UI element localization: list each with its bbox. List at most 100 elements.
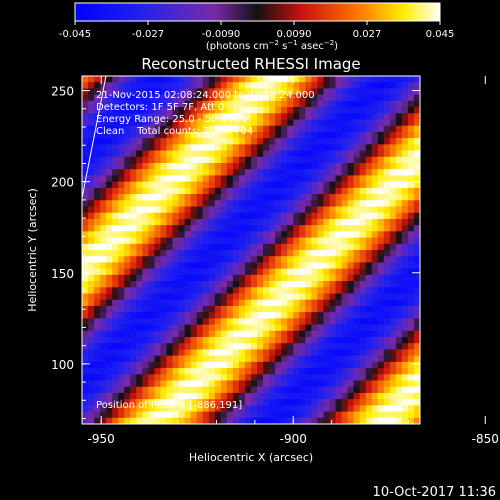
heat-cell xyxy=(238,169,246,177)
heat-cell xyxy=(202,299,210,307)
heat-cell xyxy=(311,194,318,201)
heat-cell xyxy=(112,256,119,264)
heat-cell xyxy=(341,318,349,326)
heat-cell xyxy=(190,125,198,133)
heat-cell xyxy=(82,380,89,388)
heat-cell xyxy=(323,243,331,251)
heat-cell xyxy=(311,262,318,270)
heat-cell xyxy=(269,417,276,424)
heat-cell xyxy=(347,318,355,326)
heat-cell xyxy=(106,312,113,319)
heat-cell xyxy=(148,386,156,394)
heat-cell xyxy=(172,231,180,239)
heat-cell xyxy=(172,256,180,264)
heat-cell xyxy=(383,337,391,344)
heat-cell xyxy=(196,268,204,276)
heat-cell xyxy=(281,212,288,220)
heat-cell xyxy=(317,156,325,164)
heat-cell xyxy=(160,324,168,332)
heat-cell xyxy=(154,380,162,388)
heat-cell xyxy=(238,374,246,382)
heat-cell xyxy=(263,337,270,344)
heat-cell xyxy=(383,156,391,164)
heat-cell xyxy=(371,281,379,288)
heat-cell xyxy=(106,380,113,388)
heat-cell xyxy=(184,312,192,319)
heat-cell xyxy=(275,169,282,177)
heat-cell xyxy=(94,218,101,226)
heat-cell xyxy=(389,218,397,226)
heat-cell xyxy=(130,175,137,183)
heat-cell xyxy=(347,100,355,108)
heat-cell xyxy=(311,380,318,388)
heat-cell xyxy=(371,169,379,177)
heat-cell xyxy=(365,150,373,158)
heat-cell xyxy=(365,225,373,232)
heat-cell xyxy=(365,243,373,251)
heat-cell xyxy=(136,163,143,170)
heat-cell xyxy=(389,305,397,313)
heat-cell xyxy=(172,405,180,413)
heat-cell xyxy=(154,200,162,208)
heat-cell xyxy=(106,187,113,195)
heat-cell xyxy=(395,411,403,419)
heat-cell xyxy=(190,417,198,424)
heat-cell xyxy=(118,250,125,257)
heat-cell xyxy=(130,138,137,145)
heat-cell xyxy=(148,417,156,424)
heat-cell xyxy=(172,163,180,170)
heat-cell xyxy=(317,76,325,83)
heat-cell xyxy=(226,200,234,208)
heat-cell xyxy=(94,119,101,127)
heat-cell xyxy=(311,100,318,108)
heat-cell xyxy=(329,107,337,114)
heat-cell xyxy=(244,82,252,90)
heat-cell xyxy=(365,361,373,369)
heat-cell xyxy=(190,231,198,239)
heat-cell xyxy=(305,113,312,121)
heat-cell xyxy=(148,113,156,121)
heat-cell xyxy=(130,212,137,220)
heat-cell xyxy=(299,374,306,382)
heat-cell xyxy=(335,88,343,96)
heat-cell xyxy=(323,138,331,145)
heat-cell xyxy=(172,343,180,351)
heat-cell xyxy=(190,107,198,114)
heat-cell xyxy=(329,355,337,363)
heat-cell xyxy=(329,231,337,239)
heat-cell xyxy=(172,349,180,357)
heat-cell xyxy=(329,349,337,357)
heat-cell xyxy=(142,169,149,177)
heat-cell xyxy=(208,218,216,226)
heat-cell xyxy=(269,349,276,357)
heat-cell xyxy=(124,131,131,139)
heat-cell xyxy=(118,144,125,152)
heat-cell xyxy=(118,361,125,369)
heat-cell xyxy=(160,76,168,83)
heat-cell xyxy=(148,355,156,363)
heat-cell xyxy=(407,187,415,195)
heat-cell xyxy=(232,361,240,369)
heat-cell xyxy=(166,212,174,220)
heat-cell xyxy=(88,94,95,102)
heat-cell xyxy=(299,206,306,214)
heat-cell xyxy=(148,349,156,357)
heat-cell xyxy=(251,243,258,251)
heat-cell xyxy=(293,200,300,208)
heat-cell xyxy=(269,187,276,195)
heat-cell xyxy=(371,287,379,295)
heat-cell xyxy=(136,113,143,121)
marker-point xyxy=(494,371,499,376)
heat-cell xyxy=(371,138,379,145)
heat-cell xyxy=(184,131,192,139)
heat-cell xyxy=(353,368,361,375)
heat-cell xyxy=(178,361,186,369)
heat-cell xyxy=(377,380,385,388)
heat-cell xyxy=(202,293,210,301)
heat-cell xyxy=(154,243,162,251)
heat-cell xyxy=(251,187,258,195)
heat-cell xyxy=(160,200,168,208)
heat-cell xyxy=(202,374,210,382)
heat-cell xyxy=(148,82,156,90)
heat-cell xyxy=(196,324,204,332)
